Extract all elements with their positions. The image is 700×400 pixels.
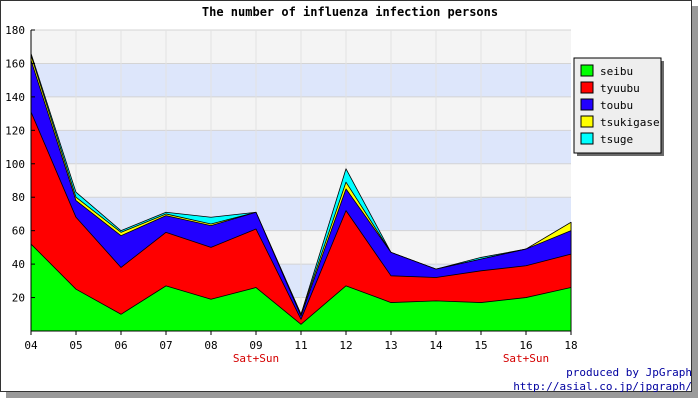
x-tick-label: 12 (339, 339, 352, 352)
y-tick-label: 60 (12, 225, 25, 238)
x-tick-label: 13 (384, 339, 397, 352)
legend-swatch-toubu (580, 98, 594, 111)
series-area-seibu (30, 243, 572, 332)
series-area-tyuubu (30, 111, 572, 332)
y-tick-label: 100 (5, 158, 25, 171)
x-tick-label: 14 (429, 339, 443, 352)
weekend-label: Sat+Sun (233, 352, 279, 365)
credit-producer: produced by JpGraph (566, 366, 692, 379)
legend-swatch-tsuge (580, 132, 594, 145)
legend-swatch-tyuubu (580, 81, 594, 94)
y-tick-label: 40 (12, 258, 25, 271)
x-tick-label: 06 (114, 339, 127, 352)
legend-label-tsukigase: tsukigase (600, 116, 660, 129)
frame-shadow-right (692, 6, 698, 398)
x-tick-label: 11 (294, 339, 307, 352)
frame-shadow-bottom (6, 392, 698, 398)
legend-swatch-tsukigase (580, 115, 594, 128)
legend-label-tyuubu: tyuubu (600, 82, 640, 95)
stacked-areas (30, 53, 572, 332)
legend-label-tsuge: tsuge (600, 133, 633, 146)
credit-link[interactable]: http://asial.co.jp/jpgraph/ (513, 380, 692, 393)
axes (30, 29, 572, 335)
legend-label-seibu: seibu (600, 65, 633, 78)
x-tick-label: 05 (69, 339, 82, 352)
x-tick-label: 15 (474, 339, 487, 352)
x-tick-label: 09 (249, 339, 262, 352)
x-tick-label: 08 (204, 339, 217, 352)
y-tick-label: 80 (12, 191, 25, 204)
x-tick-label: 04 (24, 339, 38, 352)
y-tick-label: 160 (5, 57, 25, 70)
legend-label-toubu: toubu (600, 99, 633, 112)
legend: seibu tyuubu toubu tsukigase tsuge (573, 57, 664, 156)
weekend-label: Sat+Sun (503, 352, 549, 365)
y-tick-label: 180 (5, 24, 25, 37)
x-tick-label: 18 (564, 339, 577, 352)
y-tick-label: 140 (5, 91, 25, 104)
x-tick-label: 07 (159, 339, 172, 352)
x-tick-label: 16 (519, 339, 532, 352)
chart-title: The number of influenza infection person… (202, 5, 498, 19)
legend-swatch-seibu (580, 64, 594, 77)
y-tick-label: 20 (12, 292, 25, 305)
y-tick-label: 120 (5, 124, 25, 137)
